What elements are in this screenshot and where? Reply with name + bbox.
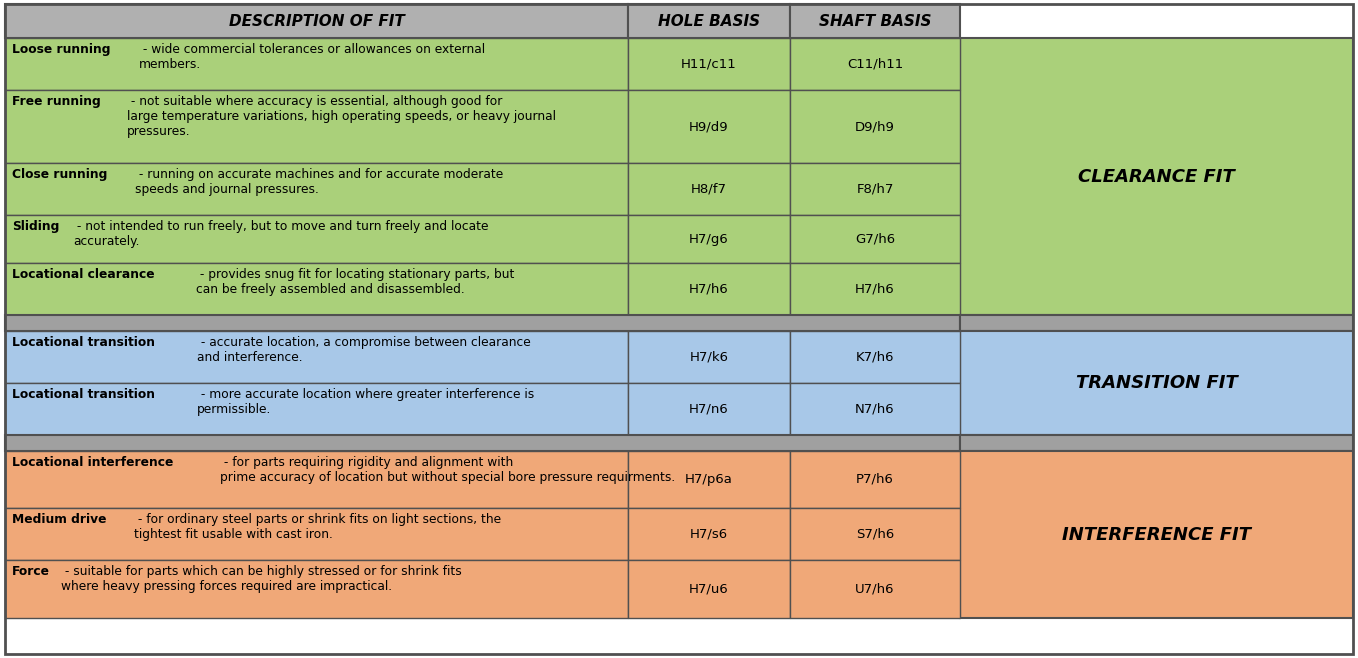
Bar	[5, 315, 960, 331]
Bar	[5, 163, 627, 215]
Bar	[5, 383, 627, 435]
Text: - for parts requiring rigidity and alignment with
prime accuracy of location but: - for parts requiring rigidity and align…	[220, 456, 675, 484]
Text: S7/h6: S7/h6	[856, 528, 894, 540]
Bar	[5, 4, 627, 38]
Bar	[627, 508, 790, 560]
Text: H7/u6: H7/u6	[689, 582, 729, 595]
Text: - not intended to run freely, but to move and turn freely and locate
accurately.: - not intended to run freely, but to mov…	[73, 220, 489, 248]
Text: HOLE BASIS: HOLE BASIS	[657, 14, 760, 28]
Text: P7/h6: P7/h6	[856, 473, 894, 486]
Bar	[790, 215, 960, 263]
Bar	[627, 215, 790, 263]
Bar	[5, 90, 627, 163]
Text: CLEARANCE FIT: CLEARANCE FIT	[1078, 168, 1234, 186]
Bar	[627, 263, 790, 315]
Text: - accurate location, a compromise between clearance
and interference.: - accurate location, a compromise betwee…	[197, 336, 530, 364]
Text: H7/h6: H7/h6	[856, 282, 895, 295]
Text: - wide commercial tolerances or allowances on external
members.: - wide commercial tolerances or allowanc…	[139, 43, 485, 71]
Text: H7/p6a: H7/p6a	[684, 473, 733, 486]
Text: U7/h6: U7/h6	[856, 582, 895, 595]
Bar	[627, 560, 790, 618]
Text: Free running: Free running	[12, 95, 100, 108]
Text: H9/d9: H9/d9	[690, 120, 729, 133]
Bar	[5, 331, 627, 383]
Bar	[790, 90, 960, 163]
Bar	[627, 163, 790, 215]
Text: H7/h6: H7/h6	[689, 282, 729, 295]
Text: D9/h9: D9/h9	[856, 120, 895, 133]
Bar	[5, 263, 627, 315]
Text: Locational transition: Locational transition	[12, 388, 155, 401]
Bar	[627, 90, 790, 163]
Bar	[627, 451, 790, 508]
Bar	[5, 560, 627, 618]
Text: - for ordinary steel parts or shrink fits on light sections, the
tightest fit us: - for ordinary steel parts or shrink fit…	[134, 513, 501, 541]
Text: - running on accurate machines and for accurate moderate
speeds and journal pres: - running on accurate machines and for a…	[134, 168, 504, 196]
Bar	[627, 383, 790, 435]
Bar	[960, 331, 1353, 435]
Bar	[960, 451, 1353, 618]
Text: Force: Force	[12, 565, 50, 578]
Bar	[790, 508, 960, 560]
Bar	[5, 435, 960, 451]
Text: C11/h11: C11/h11	[847, 57, 903, 70]
Text: Locational interference: Locational interference	[12, 456, 174, 469]
Bar	[790, 263, 960, 315]
Bar	[5, 508, 627, 560]
Text: Loose running: Loose running	[12, 43, 110, 56]
Bar	[627, 331, 790, 383]
Text: - more accurate location where greater interference is
permissible.: - more accurate location where greater i…	[197, 388, 534, 416]
Text: Locational transition: Locational transition	[12, 336, 155, 349]
Text: Close running: Close running	[12, 168, 107, 181]
Text: Medium drive: Medium drive	[12, 513, 106, 526]
Bar	[790, 451, 960, 508]
Bar	[790, 331, 960, 383]
Bar	[5, 215, 627, 263]
Bar	[5, 38, 627, 90]
Text: H8/f7: H8/f7	[691, 182, 727, 195]
Text: - provides snug fit for locating stationary parts, but
can be freely assembled a: - provides snug fit for locating station…	[196, 268, 515, 296]
Text: F8/h7: F8/h7	[857, 182, 894, 195]
Bar	[627, 4, 790, 38]
Text: G7/h6: G7/h6	[856, 232, 895, 245]
Bar	[5, 451, 627, 508]
Text: SHAFT BASIS: SHAFT BASIS	[819, 14, 932, 28]
Text: INTERFERENCE FIT: INTERFERENCE FIT	[1062, 526, 1251, 544]
Text: K7/h6: K7/h6	[856, 351, 895, 363]
Bar	[960, 315, 1353, 331]
Text: H11/c11: H11/c11	[682, 57, 737, 70]
Text: H7/n6: H7/n6	[689, 403, 729, 415]
Text: - suitable for parts which can be highly stressed or for shrink fits
where heavy: - suitable for parts which can be highly…	[61, 565, 462, 593]
Bar	[790, 560, 960, 618]
Text: Locational clearance: Locational clearance	[12, 268, 155, 281]
Text: Sliding: Sliding	[12, 220, 60, 233]
Bar	[960, 435, 1353, 451]
Bar	[960, 38, 1353, 315]
Bar	[790, 38, 960, 90]
Bar	[627, 38, 790, 90]
Text: H7/s6: H7/s6	[690, 528, 728, 540]
Text: H7/k6: H7/k6	[690, 351, 728, 363]
Text: DESCRIPTION OF FIT: DESCRIPTION OF FIT	[228, 14, 405, 28]
Text: - not suitable where accuracy is essential, although good for
large temperature : - not suitable where accuracy is essenti…	[126, 95, 555, 138]
Text: TRANSITION FIT: TRANSITION FIT	[1076, 374, 1237, 392]
Bar	[790, 383, 960, 435]
Text: H7/g6: H7/g6	[689, 232, 729, 245]
Text: N7/h6: N7/h6	[856, 403, 895, 415]
Bar	[790, 163, 960, 215]
Bar	[790, 4, 960, 38]
